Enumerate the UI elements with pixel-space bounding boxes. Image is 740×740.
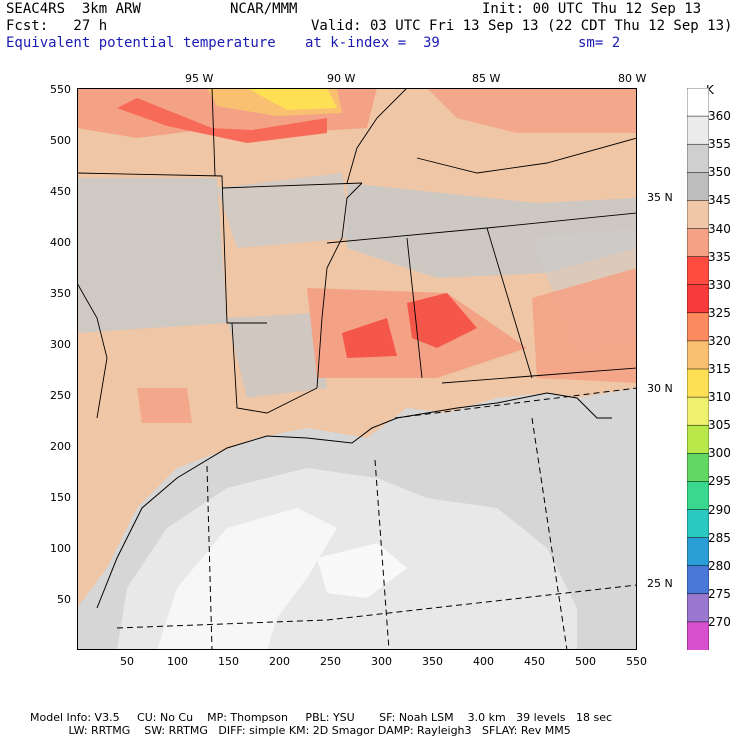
y-tick: 300 — [50, 338, 71, 351]
theta-e-map — [77, 88, 637, 650]
legend-swatch — [687, 368, 709, 398]
legend-swatch — [687, 481, 709, 511]
y-tick: 350 — [50, 287, 71, 300]
band-335-georgia — [532, 268, 637, 383]
color-legend — [687, 88, 709, 650]
band-330-mississippi — [342, 318, 397, 358]
band-330-north — [117, 98, 327, 143]
legend-level-label: 325 — [708, 305, 731, 320]
legend-swatch — [687, 593, 709, 623]
x-tick: 350 — [422, 655, 443, 668]
legend-level-label: 320 — [708, 333, 731, 348]
legend-swatch — [687, 453, 709, 483]
model-title: SEAC4RS 3km ARW — [6, 1, 141, 17]
legend-level-label: 275 — [708, 586, 731, 601]
legend-level-label: 335 — [708, 249, 731, 264]
init-time: Init: 00 UTC Thu 12 Sep 13 — [482, 1, 702, 17]
legend-unit: K — [706, 83, 714, 97]
x-tick: 50 — [120, 655, 134, 668]
legend-swatch — [687, 115, 709, 145]
legend-level-label: 355 — [708, 137, 731, 152]
x-tick: 400 — [473, 655, 494, 668]
lat-label-35n: 35 N — [647, 191, 673, 204]
x-tick: 550 — [626, 655, 647, 668]
x-tick: 150 — [218, 655, 239, 668]
legend-swatch — [687, 340, 709, 370]
legend-level-label: 300 — [708, 446, 731, 461]
x-tick: 500 — [575, 655, 596, 668]
model-info-line1: Model Info: V3.5 CU: No Cu MP: Thompson … — [30, 711, 613, 724]
legend-level-label: 330 — [708, 277, 731, 292]
legend-swatch — [687, 228, 709, 258]
gray-region-louisiana — [227, 313, 327, 398]
x-tick: 100 — [167, 655, 188, 668]
lat-label-25n: 25 N — [647, 577, 673, 590]
coastline — [96, 392, 612, 609]
y-tick: 550 — [50, 83, 71, 96]
state-borders — [77, 88, 637, 419]
legend-level-label: 305 — [708, 418, 731, 433]
y-tick: 150 — [50, 491, 71, 504]
y-tick: 400 — [50, 236, 71, 249]
legend-level-label: 340 — [708, 221, 731, 236]
gray-region-arkansas — [217, 173, 352, 248]
field-name: Equivalent potential temperature — [6, 35, 276, 51]
legend-swatch — [687, 143, 709, 174]
level-label: at k-index = 39 — [305, 35, 440, 51]
legend-swatch — [687, 312, 709, 342]
valid-time: Valid: 03 UTC Fri 13 Sep 13 (22 CDT Thu … — [311, 18, 733, 34]
legend-swatch — [687, 88, 709, 117]
lon-label-95w: 95 W — [185, 72, 214, 85]
smoothing-label: sm= 2 — [578, 35, 621, 51]
legend-level-label: 350 — [708, 165, 731, 180]
legend-level-label: 310 — [708, 390, 731, 405]
legend-swatch — [687, 424, 709, 455]
x-tick: 450 — [524, 655, 545, 668]
band-310-north — [247, 88, 337, 110]
gulf-field-360 — [157, 508, 337, 650]
y-tick: 450 — [50, 185, 71, 198]
legend-level-label: 360 — [708, 109, 731, 124]
band-335-texas — [137, 388, 192, 423]
legend-swatch — [687, 172, 709, 202]
forecast-hour: Fcst: 27 h — [6, 18, 108, 34]
legend-level-label: 345 — [708, 193, 731, 208]
y-tick: 100 — [50, 542, 71, 555]
x-tick: 300 — [371, 655, 392, 668]
lat-label-30n: 30 N — [647, 382, 673, 395]
lon-label-85w: 85 W — [472, 72, 501, 85]
x-tick: 200 — [269, 655, 290, 668]
legend-level-label: 280 — [708, 558, 731, 573]
legend-level-label: 290 — [708, 502, 731, 517]
legend-level-label: 295 — [708, 474, 731, 489]
lon-label-80w: 80 W — [618, 72, 647, 85]
gray-region-west — [77, 178, 227, 333]
legend-swatch — [687, 565, 709, 595]
legend-level-label: 270 — [708, 614, 731, 629]
band-330-alabama — [407, 293, 477, 348]
legend-swatch — [687, 537, 709, 567]
y-tick: 500 — [50, 134, 71, 147]
legend-swatch — [687, 284, 709, 314]
legend-level-label: 315 — [708, 362, 731, 376]
lon-label-90w: 90 W — [327, 72, 356, 85]
y-tick: 50 — [57, 593, 71, 606]
band-335-northeast — [427, 88, 637, 133]
legend-swatch — [687, 256, 709, 286]
legend-swatch — [687, 396, 709, 426]
legend-swatch — [687, 200, 709, 230]
legend-swatch — [687, 621, 709, 650]
model-info-line2: LW: RRTMG SW: RRTMG DIFF: simple KM: 2D … — [30, 724, 571, 737]
legend-level-label: 285 — [708, 530, 731, 545]
legend-swatch — [687, 509, 709, 539]
y-tick: 250 — [50, 389, 71, 402]
organization-label: NCAR/MMM — [230, 1, 298, 17]
y-tick: 200 — [50, 440, 71, 453]
x-tick: 250 — [320, 655, 341, 668]
graticule — [116, 387, 637, 650]
